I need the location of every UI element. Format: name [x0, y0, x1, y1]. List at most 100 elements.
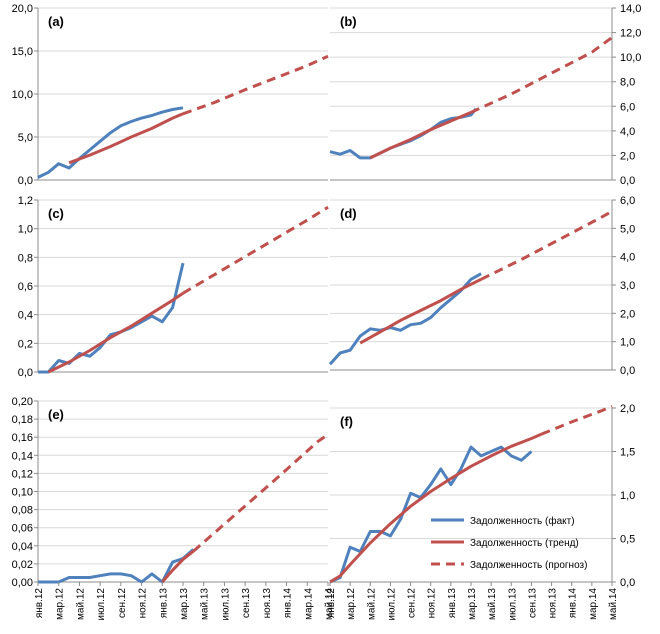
- y-tick-label: 0,2: [18, 338, 33, 350]
- y-tick-label: 5,0: [18, 132, 33, 144]
- chart-panel: 0,0 0,2 0,4 0,6 0,8 1,0 1,2 (c): [18, 195, 329, 379]
- x-tick-label: янв.14: [283, 588, 294, 619]
- x-tick-label: сен.12: [407, 588, 418, 618]
- series-trend-line: [369, 111, 472, 160]
- y-tick-label: 1,0: [18, 224, 33, 236]
- series-trend-line: [47, 291, 184, 374]
- x-tick-label: июл.12: [386, 588, 397, 621]
- y-tick-label: 1,0: [620, 490, 635, 502]
- x-tick-label: мар.13: [467, 588, 478, 620]
- panel-label: (c): [48, 206, 64, 221]
- x-tick-label: июл.13: [220, 588, 231, 621]
- series-forecast-line: [182, 205, 329, 295]
- y-tick-label: 0,5: [620, 534, 635, 546]
- y-tick-label: 1,2: [18, 195, 33, 207]
- y-tick-label: 0,18: [12, 414, 33, 426]
- x-tick-label: мар.14: [588, 588, 599, 620]
- y-tick-label: 0,00: [12, 577, 33, 589]
- legend-fact-label: Задолженность (факт): [470, 515, 575, 527]
- x-tick-label: май.12: [75, 588, 86, 620]
- x-tick-label: июл.12: [96, 588, 107, 621]
- x-tick-label: ноя.13: [262, 588, 273, 619]
- y-tick-label: 0,16: [12, 432, 33, 444]
- y-tick-label: 6,0: [620, 195, 635, 207]
- y-tick-label: 5,0: [620, 223, 635, 235]
- y-tick-label: 0,0: [18, 367, 33, 379]
- y-tick-label: 0,0: [18, 175, 33, 187]
- series-forecast-line: [182, 54, 329, 116]
- chart-panel: 0,00 0,02 0,04 0,06 0,08 0,10 0,12 0,14 0,16 0,18…: [12, 396, 329, 589]
- y-tick-label: 0,02: [12, 559, 33, 571]
- x-tick-label: июл.13: [507, 588, 518, 621]
- series-forecast-line: [470, 36, 613, 114]
- series-fact-line: [329, 107, 478, 160]
- x-tick-label: мар.12: [55, 588, 66, 620]
- panel-label: (e): [48, 407, 64, 422]
- x-axis-labels: янв.12 мар.12 май.12 июл.12 сен.12 ноя.12 янв.…: [34, 582, 619, 621]
- y-tick-label: 4,0: [620, 126, 635, 138]
- y-tick-label: 2,0: [620, 150, 635, 162]
- x-tick-label: май.14: [608, 588, 619, 620]
- y-tick-label: 3,0: [620, 280, 635, 292]
- x-tick-label: янв.13: [158, 588, 169, 619]
- x-tick-label: мар.12: [346, 588, 357, 620]
- y-tick-label: 0,4: [18, 310, 33, 322]
- x-tick-label: янв.13: [447, 588, 458, 619]
- y-tick-label: 4,0: [620, 252, 635, 264]
- y-tick-label: 1,5: [620, 447, 635, 459]
- y-tick-label: 2,0: [620, 308, 635, 320]
- series-trend-line: [161, 550, 195, 583]
- y-tick-label: 1,0: [620, 337, 635, 349]
- x-tick-label: май.14: [324, 588, 335, 620]
- x-tick-label: май.12: [366, 588, 377, 620]
- chart-panel: 0,0 1,0 2,0 3,0 4,0 5,0 6,0 (d): [328, 195, 635, 377]
- series-fact-line: [329, 445, 533, 584]
- series-trend-line: [359, 277, 482, 345]
- y-tick-label: 0,0: [620, 365, 635, 377]
- series-forecast-line: [192, 433, 329, 553]
- panel-label: (b): [340, 14, 357, 29]
- legend-forecast-label: Задолженность (прогноз): [470, 560, 587, 571]
- panels: 0,0 5,0 10,0 15,0 20,0 (a) 0,0 2,0 4,0 6,0 8,0 10,0…: [12, 3, 642, 589]
- chart-panel: 0,0 2,0 4,0 6,0 8,0 10,0 12,0 14,0 (b): [329, 3, 641, 187]
- y-tick-label: 15,0: [12, 46, 33, 58]
- y-tick-label: 20,0: [12, 3, 33, 15]
- y-tick-label: 8,0: [620, 77, 635, 89]
- y-tick-label: 0,12: [12, 468, 33, 480]
- y-tick-label: 0,14: [12, 450, 33, 462]
- x-tick-label: янв.12: [326, 588, 337, 619]
- chart-panel: 0,0 5,0 10,0 15,0 20,0 (a): [12, 3, 329, 187]
- y-tick-label: 10,0: [620, 52, 641, 64]
- y-tick-label: 12,0: [620, 28, 641, 40]
- x-tick-label: ноя.12: [427, 588, 438, 619]
- y-tick-label: 0,20: [12, 396, 33, 408]
- y-tick-label: 0,8: [18, 252, 33, 264]
- y-tick-label: 14,0: [620, 3, 641, 15]
- y-tick-label: 0,08: [12, 505, 33, 517]
- series-trend-line: [329, 432, 543, 584]
- y-tick-label: 0,04: [12, 541, 33, 553]
- x-tick-label: май.13: [200, 588, 211, 620]
- legend-trend-label: Задолженность (тренд): [470, 538, 579, 549]
- panel-label: (f): [340, 414, 353, 429]
- series-fact-line: [38, 548, 195, 584]
- y-tick-label: 0,06: [12, 523, 33, 535]
- y-tick-label: 0,0: [620, 577, 635, 589]
- x-tick-label: май.13: [487, 588, 498, 620]
- y-tick-label: 10,0: [12, 89, 33, 101]
- legend: Задолженность (факт) Задолженность (трен…: [431, 515, 587, 571]
- y-tick-label: 0,10: [12, 487, 33, 499]
- x-tick-label: мар.13: [179, 588, 190, 620]
- panel-label: (a): [48, 14, 64, 29]
- series-fact-line: [37, 106, 184, 179]
- y-tick-label: 6,0: [620, 101, 635, 113]
- x-tick-label: сен.12: [117, 588, 128, 618]
- x-tick-label: сен.13: [241, 588, 252, 618]
- x-tick-label: ноя.13: [548, 588, 559, 619]
- x-tick-label: янв.12: [34, 588, 45, 619]
- y-tick-label: 2,0: [620, 403, 635, 415]
- x-tick-label: ноя.12: [138, 588, 149, 619]
- x-tick-label: мар.14: [303, 588, 314, 620]
- series-forecast-line: [540, 404, 613, 436]
